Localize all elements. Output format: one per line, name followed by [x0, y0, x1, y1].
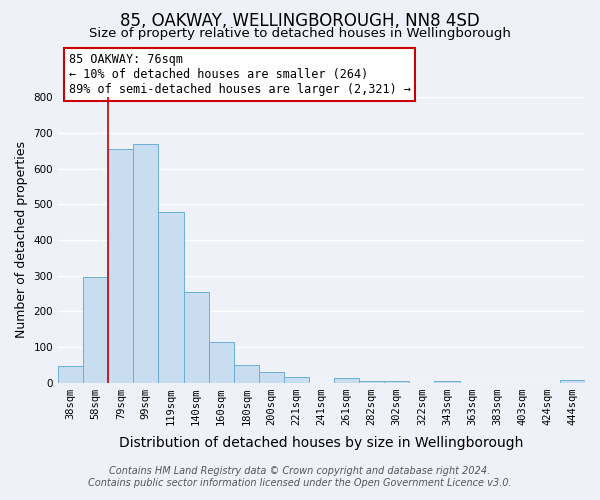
Bar: [158, 212, 184, 382]
Bar: [233, 365, 259, 382]
Bar: [83, 278, 108, 382]
Bar: [560, 380, 585, 382]
Bar: [259, 372, 284, 382]
Text: 85 OAKWAY: 76sqm
← 10% of detached houses are smaller (264)
89% of semi-detached: 85 OAKWAY: 76sqm ← 10% of detached house…: [68, 53, 410, 96]
Bar: [209, 342, 233, 382]
Bar: [58, 366, 83, 382]
Bar: [359, 380, 384, 382]
Bar: [108, 149, 133, 382]
Bar: [284, 377, 309, 382]
Bar: [384, 380, 409, 382]
Text: 85, OAKWAY, WELLINGBOROUGH, NN8 4SD: 85, OAKWAY, WELLINGBOROUGH, NN8 4SD: [120, 12, 480, 30]
Bar: [334, 378, 359, 382]
Y-axis label: Number of detached properties: Number of detached properties: [15, 142, 28, 338]
Text: Size of property relative to detached houses in Wellingborough: Size of property relative to detached ho…: [89, 28, 511, 40]
Text: Contains HM Land Registry data © Crown copyright and database right 2024.
Contai: Contains HM Land Registry data © Crown c…: [88, 466, 512, 487]
Bar: [133, 144, 158, 382]
Bar: [434, 380, 460, 382]
Bar: [184, 292, 209, 382]
X-axis label: Distribution of detached houses by size in Wellingborough: Distribution of detached houses by size …: [119, 436, 524, 450]
